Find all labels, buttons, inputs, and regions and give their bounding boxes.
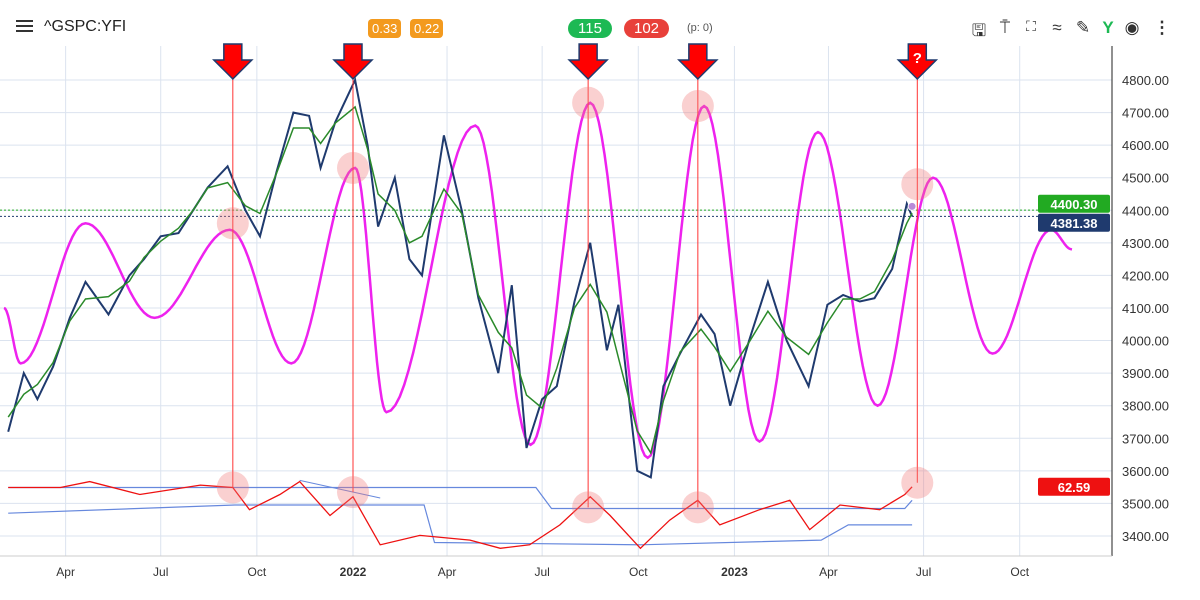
y-tick-label: 4500.00 [1122,171,1169,186]
y-tick-label: 3600.00 [1122,464,1169,479]
x-tick-label: Oct [1010,565,1029,579]
chart-header: ^GSPC:YFI 0.33 0.22 115 102 (p: 0) 🖫 ⍑ ⛶… [0,0,1200,44]
y-tick-label: 3700.00 [1122,431,1169,446]
indicator-icon[interactable]: ≈ [1052,18,1062,37]
badge-value: 0.22 [410,19,444,38]
marker-circle-oscillator [216,471,249,504]
y-tick-label: 4400.00 [1122,203,1169,218]
pin-icon[interactable]: ⍑ [999,18,1011,37]
cycle-projection-line [3,101,1073,460]
down-arrow-icon [332,43,374,81]
x-tick-label: 2022 [340,565,367,579]
x-tick-label: 2023 [721,565,748,579]
x-tick-label: Jul [153,565,168,579]
fullscreen-icon[interactable]: ⛶ [1026,18,1036,34]
menu-icon[interactable] [16,20,33,35]
oscillator-upper-band [8,486,913,510]
last-value-tag-green-bg [1038,194,1110,213]
last-value-tag-navy: 4381.38 [1051,216,1098,231]
x-tick-label: Apr [438,565,457,579]
down-arrow-icon [567,43,609,81]
marker-circle-oscillator [681,491,714,524]
y-tick-label: 4200.00 [1122,268,1169,283]
price-line [7,76,914,479]
marker-circle-price [572,86,605,119]
y-tick-label: 3500.00 [1122,496,1169,511]
badge-value: 0.33 [368,19,402,38]
up-count-badge: 115 [568,19,612,38]
p-info: (p: 0) [687,22,713,34]
symbol-title[interactable]: ^GSPC:YFI [44,18,127,35]
y-tick-label: 3900.00 [1122,366,1169,381]
down-arrow-icon [896,43,939,81]
down-count-badge: 102 [624,19,670,38]
y-tick-label: 4100.00 [1122,301,1169,316]
last-value-tag-green: 4400.30 [1051,197,1098,212]
x-tick-label: Jul [534,565,549,579]
save-icon[interactable]: 🖫 [971,21,987,40]
x-tick-label: Apr [819,565,838,579]
y-tick-label: 4000.00 [1122,334,1169,349]
oscillator-value-tag-bg [1038,477,1110,496]
down-arrow-icon [212,43,254,81]
down-arrow-icon [677,43,719,81]
marker-circle-oscillator [572,491,605,524]
marker-circle-price [681,90,714,123]
oscillator-lower-band [8,504,913,546]
y-tick-label: 4700.00 [1122,106,1169,121]
marker-circle-price [337,151,369,184]
x-tick-label: Oct [629,565,648,579]
marker-circle-oscillator [901,466,934,499]
x-tick-label: Jul [916,565,931,579]
eye-icon[interactable]: ◉ [1124,18,1140,37]
more-icon[interactable]: ⋮ [1153,18,1171,37]
oscillator-line [8,480,913,550]
x-tick-label: Apr [56,565,75,579]
marker-circle-oscillator [337,476,369,509]
y-tick-label: 3800.00 [1122,399,1169,414]
y-tick-label: 3400.00 [1122,529,1169,544]
fork-icon[interactable]: Y [1102,18,1114,37]
last-value-tag-navy-bg [1038,213,1110,232]
smoothed-price-line [7,105,913,455]
draw-icon[interactable]: ✎ [1075,18,1091,37]
last-point-dot [907,201,917,211]
y-tick-label: 4800.00 [1122,73,1169,88]
marker-circle-price [901,168,934,201]
y-tick-label: 4300.00 [1122,236,1169,251]
marker-label: ? [913,50,922,67]
x-tick-label: Oct [248,565,267,579]
marker-circle-price [216,207,249,240]
y-tick-label: 4600.00 [1122,138,1169,153]
oscillator-trendline [299,479,381,499]
oscillator-value-tag: 62.59 [1058,480,1091,495]
